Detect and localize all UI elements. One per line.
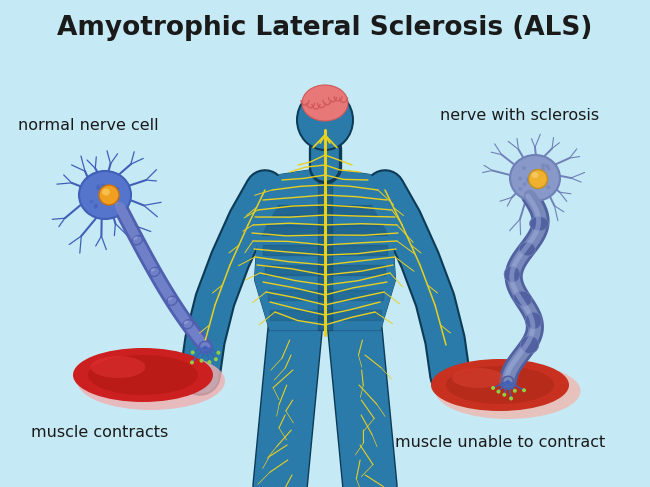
Ellipse shape: [133, 236, 142, 244]
Ellipse shape: [541, 167, 545, 171]
Ellipse shape: [189, 371, 211, 389]
Ellipse shape: [183, 320, 188, 324]
Text: muscle unable to contract: muscle unable to contract: [395, 435, 605, 450]
Ellipse shape: [532, 172, 538, 178]
Text: nerve with sclerosis: nerve with sclerosis: [440, 108, 599, 123]
Ellipse shape: [545, 164, 549, 168]
Ellipse shape: [530, 217, 549, 231]
Ellipse shape: [166, 296, 178, 306]
Ellipse shape: [190, 373, 209, 388]
Ellipse shape: [534, 176, 539, 180]
Ellipse shape: [207, 360, 211, 364]
Ellipse shape: [99, 185, 119, 205]
Ellipse shape: [502, 393, 506, 397]
Ellipse shape: [198, 340, 213, 353]
Ellipse shape: [131, 235, 144, 245]
Ellipse shape: [522, 388, 526, 392]
Ellipse shape: [541, 164, 545, 168]
Ellipse shape: [509, 396, 513, 400]
Text: muscle contracts: muscle contracts: [31, 425, 168, 440]
Ellipse shape: [107, 195, 111, 199]
Polygon shape: [255, 168, 395, 330]
Ellipse shape: [150, 268, 155, 272]
Ellipse shape: [302, 85, 348, 121]
Ellipse shape: [431, 359, 569, 411]
Ellipse shape: [446, 366, 554, 404]
Ellipse shape: [96, 184, 101, 188]
Ellipse shape: [94, 204, 98, 207]
Ellipse shape: [502, 375, 515, 387]
Ellipse shape: [528, 169, 547, 188]
Ellipse shape: [190, 351, 195, 355]
Ellipse shape: [112, 193, 116, 198]
Ellipse shape: [514, 291, 532, 306]
Ellipse shape: [168, 297, 176, 304]
Ellipse shape: [519, 187, 523, 191]
Ellipse shape: [94, 205, 98, 209]
Ellipse shape: [526, 177, 530, 181]
Ellipse shape: [190, 360, 194, 364]
Ellipse shape: [168, 297, 172, 300]
Ellipse shape: [522, 166, 526, 170]
Text: Amyotrophic Lateral Sclerosis (ALS): Amyotrophic Lateral Sclerosis (ALS): [57, 15, 593, 41]
Ellipse shape: [73, 348, 213, 402]
Ellipse shape: [182, 319, 194, 330]
Ellipse shape: [547, 167, 551, 170]
Text: normal nerve cell: normal nerve cell: [18, 118, 159, 133]
Ellipse shape: [184, 320, 192, 328]
Ellipse shape: [504, 377, 512, 385]
Ellipse shape: [90, 200, 94, 204]
Ellipse shape: [526, 179, 530, 183]
Ellipse shape: [525, 312, 541, 329]
Ellipse shape: [521, 336, 539, 354]
Ellipse shape: [150, 268, 159, 276]
Ellipse shape: [439, 371, 461, 389]
Ellipse shape: [436, 363, 580, 419]
Ellipse shape: [523, 182, 526, 186]
Ellipse shape: [510, 155, 560, 201]
Ellipse shape: [200, 358, 203, 363]
Ellipse shape: [133, 236, 138, 240]
Ellipse shape: [115, 187, 119, 191]
Ellipse shape: [102, 188, 110, 195]
Ellipse shape: [103, 196, 107, 200]
Ellipse shape: [216, 351, 220, 355]
Ellipse shape: [296, 89, 354, 151]
Ellipse shape: [547, 185, 551, 189]
Ellipse shape: [491, 386, 495, 390]
Ellipse shape: [77, 352, 225, 410]
Ellipse shape: [90, 356, 146, 378]
Ellipse shape: [96, 186, 100, 190]
Ellipse shape: [504, 266, 520, 282]
Ellipse shape: [214, 357, 218, 361]
Ellipse shape: [298, 91, 352, 149]
Ellipse shape: [519, 242, 536, 256]
Ellipse shape: [106, 187, 110, 190]
Ellipse shape: [100, 187, 104, 191]
Ellipse shape: [148, 266, 161, 277]
Ellipse shape: [101, 184, 105, 187]
Ellipse shape: [497, 390, 500, 393]
Ellipse shape: [441, 373, 460, 388]
Ellipse shape: [200, 342, 210, 351]
Ellipse shape: [513, 389, 517, 393]
Ellipse shape: [518, 177, 522, 181]
Ellipse shape: [79, 171, 131, 219]
Ellipse shape: [88, 355, 198, 395]
Ellipse shape: [452, 368, 504, 388]
